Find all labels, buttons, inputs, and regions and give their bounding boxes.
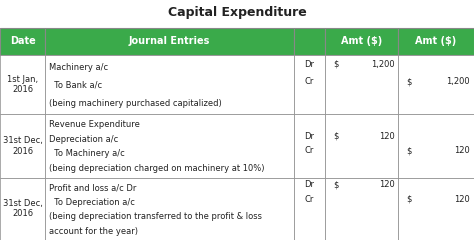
Text: (being depreciation charged on machinery at 10%): (being depreciation charged on machinery… bbox=[49, 164, 264, 173]
Text: Dr: Dr bbox=[304, 180, 314, 189]
Text: $: $ bbox=[333, 180, 338, 189]
Text: $: $ bbox=[333, 132, 338, 141]
Text: account for the year): account for the year) bbox=[49, 227, 138, 236]
Text: Profit and loss a/c Dr: Profit and loss a/c Dr bbox=[49, 183, 136, 192]
Bar bbox=[325, 178, 398, 240]
Bar bbox=[325, 55, 398, 114]
Text: 1,200: 1,200 bbox=[447, 78, 470, 86]
Bar bbox=[45, 28, 294, 55]
Text: Revenue Expenditure: Revenue Expenditure bbox=[49, 120, 140, 129]
Text: Amt ($): Amt ($) bbox=[415, 36, 457, 46]
Bar bbox=[0, 178, 45, 240]
Bar bbox=[294, 28, 325, 55]
Bar bbox=[0, 55, 45, 114]
Text: Cr: Cr bbox=[305, 78, 314, 86]
Text: Cr: Cr bbox=[305, 146, 314, 156]
Text: $: $ bbox=[407, 195, 412, 204]
Text: 120: 120 bbox=[455, 146, 470, 156]
Bar bbox=[325, 28, 398, 55]
Bar bbox=[45, 178, 294, 240]
Text: 1st Jan,
2016: 1st Jan, 2016 bbox=[7, 75, 38, 94]
Text: (being depreciation transferred to the profit & loss: (being depreciation transferred to the p… bbox=[49, 212, 262, 221]
Text: Machinery a/c: Machinery a/c bbox=[49, 63, 108, 72]
Text: Date: Date bbox=[9, 36, 36, 46]
Text: To Depreciation a/c: To Depreciation a/c bbox=[49, 198, 135, 207]
Bar bbox=[325, 114, 398, 178]
Text: $: $ bbox=[333, 60, 338, 69]
Bar bbox=[398, 114, 474, 178]
Bar bbox=[45, 114, 294, 178]
Bar bbox=[398, 178, 474, 240]
Bar bbox=[398, 55, 474, 114]
Text: To Bank a/c: To Bank a/c bbox=[49, 81, 102, 90]
Text: 31st Dec,
2016: 31st Dec, 2016 bbox=[2, 199, 43, 218]
Text: Journal Entries: Journal Entries bbox=[129, 36, 210, 46]
Text: 120: 120 bbox=[379, 132, 394, 141]
Text: 120: 120 bbox=[379, 180, 394, 189]
Bar bbox=[0, 114, 45, 178]
Text: Capital Expenditure: Capital Expenditure bbox=[168, 6, 306, 19]
Text: Amt ($): Amt ($) bbox=[341, 36, 382, 46]
Text: (being machinery purchased capitalized): (being machinery purchased capitalized) bbox=[49, 99, 221, 108]
Text: Dr: Dr bbox=[304, 132, 314, 141]
Bar bbox=[294, 178, 325, 240]
Text: 120: 120 bbox=[455, 195, 470, 204]
Bar bbox=[294, 55, 325, 114]
Bar bbox=[398, 28, 474, 55]
Text: Dr: Dr bbox=[304, 60, 314, 69]
Text: Cr: Cr bbox=[305, 195, 314, 204]
Bar bbox=[45, 55, 294, 114]
Text: Depreciation a/c: Depreciation a/c bbox=[49, 135, 118, 144]
Text: 1,200: 1,200 bbox=[371, 60, 394, 69]
Text: 31st Dec,
2016: 31st Dec, 2016 bbox=[2, 136, 43, 156]
Bar bbox=[0, 28, 45, 55]
Text: $: $ bbox=[407, 78, 412, 86]
Bar bbox=[294, 114, 325, 178]
Text: To Machinery a/c: To Machinery a/c bbox=[49, 150, 125, 158]
Text: $: $ bbox=[407, 146, 412, 156]
